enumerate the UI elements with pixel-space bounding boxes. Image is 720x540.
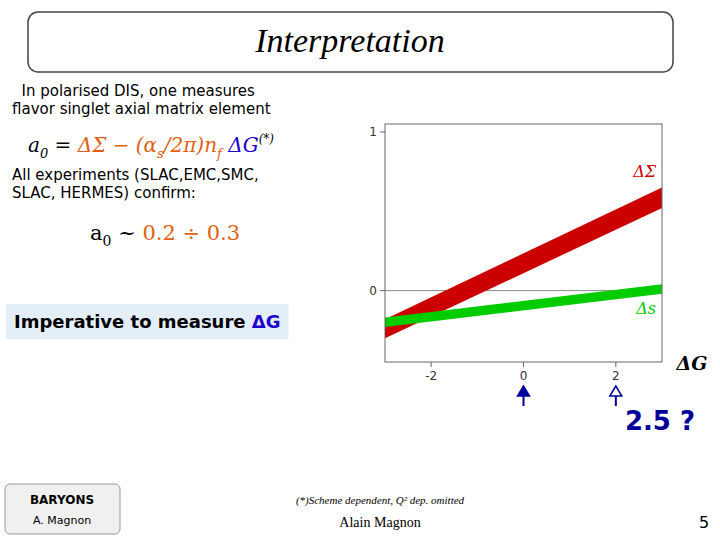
annotation-part: Imperative to measure <box>14 311 252 332</box>
annotation: SLAC, HERMES) confirm: <box>12 184 196 202</box>
annotation-part: 0.2 ÷ 0.3 <box>142 221 240 245</box>
annotation: Alain Magnon <box>339 515 420 530</box>
annotation-part: ΔΣ <box>77 133 107 157</box>
pointer-head <box>518 386 530 396</box>
slide: Interpretation In polarised DIS, one mea… <box>0 0 720 540</box>
x-tick <box>615 362 616 367</box>
series-label: Δs <box>635 299 656 318</box>
annotation: In polarised DIS, one measures <box>12 82 255 100</box>
annotation-part: ~ <box>111 221 142 245</box>
annotation-part: − (α <box>106 133 157 157</box>
x-tick-label: 2 <box>612 369 620 383</box>
annotation-part: ΔG <box>252 311 281 332</box>
annotation: 2.5 ? <box>625 406 695 436</box>
y-tick-label: 1 <box>369 125 377 139</box>
pointer-head <box>610 386 622 396</box>
annotation: A. Magnon <box>33 514 91 527</box>
annotation: 5 <box>699 513 709 532</box>
annotation-sup: (*) <box>259 132 275 146</box>
annotations: In polarised DIS, one measuresflavor sin… <box>6 82 709 532</box>
annotation-part: a <box>28 133 40 157</box>
plot: -2 0 2 0 1 <box>369 124 662 383</box>
y-tick-label: 0 <box>369 284 377 298</box>
x-tick <box>431 362 432 367</box>
x-tick-label: 0 <box>520 369 528 383</box>
annotation: a0 = ΔΣ − (αs/2π)nf ΔG(*) <box>28 132 274 161</box>
annotation-part: /2π)n <box>162 133 217 157</box>
x-tick <box>523 362 524 367</box>
annotation: Imperative to measure ΔG <box>14 311 281 332</box>
annotation-part: ΔG <box>222 133 259 157</box>
annotation: flavor singlet axial matrix element <box>12 100 271 118</box>
annotation-part: = <box>48 133 77 157</box>
annotation-sub: 0 <box>103 233 112 249</box>
title: Interpretation <box>254 22 445 59</box>
annotation-sub: 0 <box>40 146 48 161</box>
logo-box <box>5 484 120 534</box>
plot-frame <box>385 124 662 362</box>
x-tick-label: -2 <box>425 369 437 383</box>
plot-background <box>385 124 662 362</box>
series-label: ΔΣ <box>632 162 657 181</box>
title-box <box>28 12 673 72</box>
pointer <box>518 386 530 406</box>
annotation-part: a <box>90 221 103 245</box>
y-tick <box>380 290 385 291</box>
highlight-box <box>6 304 289 339</box>
x-axis-label: ΔG <box>676 352 708 374</box>
annotation: a0 ~ 0.2 ÷ 0.3 <box>90 221 240 249</box>
y-tick <box>380 131 385 132</box>
pointer <box>610 386 622 406</box>
annotation: BARYONS <box>30 493 94 507</box>
annotation: All experiments (SLAC,EMC,SMC, <box>12 166 259 184</box>
band <box>385 284 662 327</box>
marks <box>385 187 662 338</box>
annotation: (*)Scheme dependent, Q² dep. omitted <box>296 494 465 507</box>
band <box>385 187 662 338</box>
